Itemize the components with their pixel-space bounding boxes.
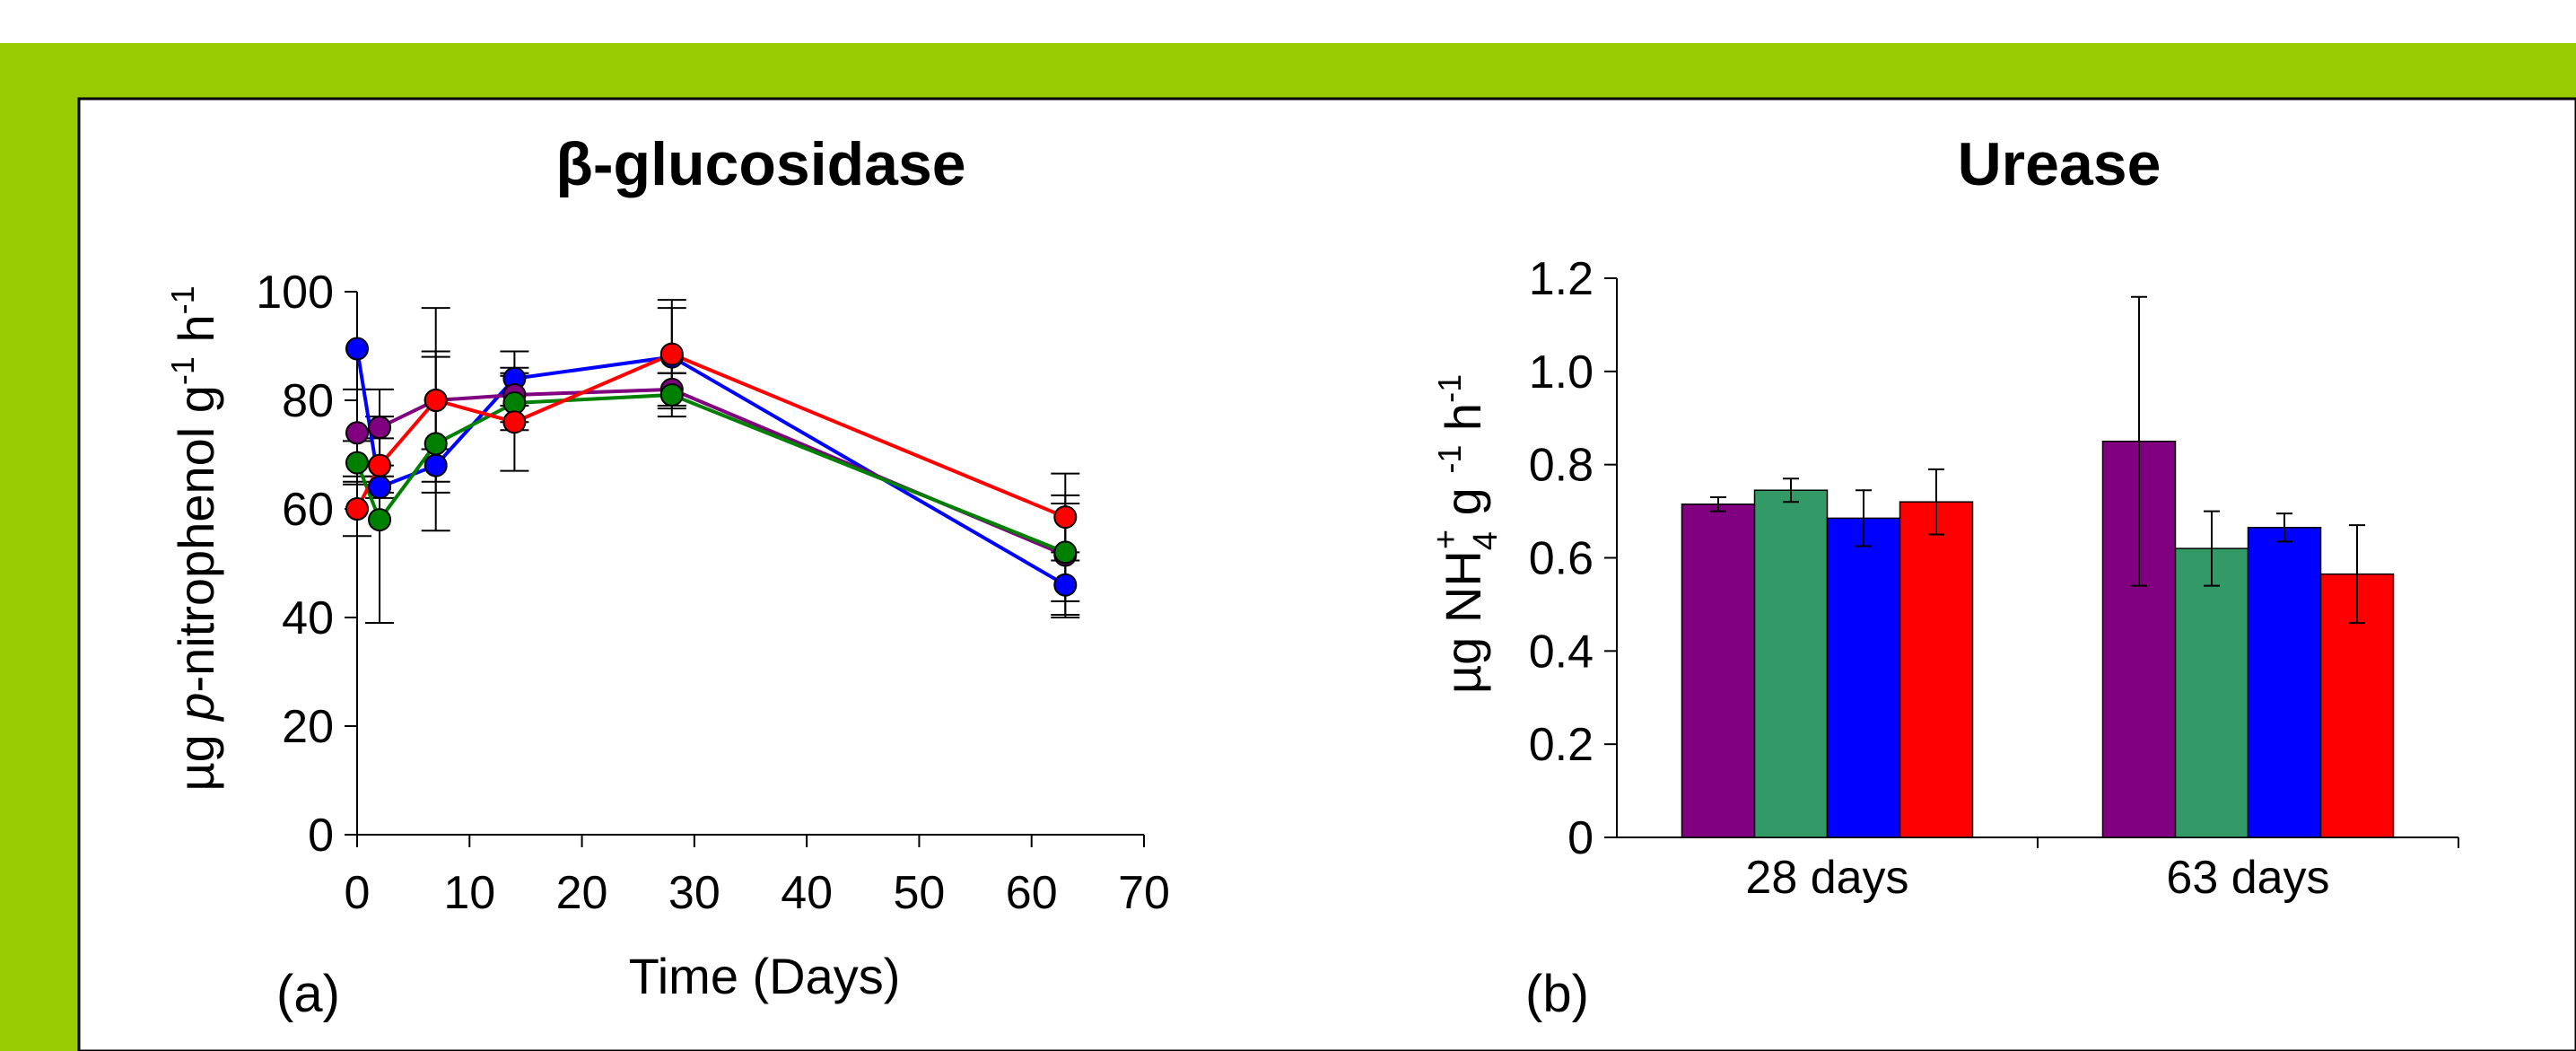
data-point bbox=[345, 497, 369, 521]
y-tick-label: 0 bbox=[1567, 812, 1594, 864]
y-label-sup-a: -1 bbox=[1431, 445, 1468, 474]
y-tick-label: 100 bbox=[256, 267, 334, 319]
chart-a-y-axis-label: µg p-nitrophenol g-1 h-1 bbox=[164, 285, 224, 791]
x-tick-label: 50 bbox=[894, 867, 946, 919]
x-tick-label: 40 bbox=[781, 867, 833, 919]
chart-a-title: β-glucosidase bbox=[555, 130, 965, 198]
y-tick-label: 0.6 bbox=[1529, 533, 1594, 585]
data-point bbox=[368, 475, 392, 499]
y-label-prefix: µg bbox=[168, 721, 224, 792]
data-point bbox=[345, 421, 369, 445]
y-tick-label: 40 bbox=[282, 592, 334, 644]
bar bbox=[2174, 547, 2249, 838]
x-category-label: 63 days bbox=[2166, 852, 2329, 904]
data-point bbox=[659, 342, 684, 366]
y-tick-label: 80 bbox=[282, 375, 334, 427]
x-tick-label: 30 bbox=[668, 867, 720, 919]
y-label-sup2: -1 bbox=[164, 285, 201, 314]
y-label-mid: h bbox=[168, 314, 224, 356]
data-point bbox=[1053, 573, 1078, 597]
bar bbox=[1753, 489, 1829, 838]
data-point bbox=[345, 337, 369, 361]
y-tick-label: 1.2 bbox=[1529, 253, 1594, 305]
data-point bbox=[1053, 540, 1078, 565]
y-tick-label: 0 bbox=[308, 810, 334, 862]
data-point bbox=[1053, 505, 1078, 530]
x-category-label: 28 days bbox=[1745, 852, 1908, 904]
chart-glucosidase: β-glucosidase µg p-nitrophenol g-1 h-1 T… bbox=[164, 130, 1170, 1023]
y-label-sup: + bbox=[1428, 530, 1465, 549]
chart-a-panel-label: (a) bbox=[276, 965, 340, 1023]
y-tick-label: 0.2 bbox=[1529, 719, 1594, 771]
data-point bbox=[424, 453, 448, 477]
chart-b-plot-area bbox=[1681, 295, 2395, 838]
data-point bbox=[368, 508, 392, 532]
chart-a-x-axis-label: Time (Days) bbox=[629, 948, 901, 1004]
data-point bbox=[424, 389, 448, 412]
y-label-sub: 4 bbox=[1467, 531, 1505, 550]
y-label-sup-b: -1 bbox=[1431, 374, 1468, 403]
chart-a-plot-area bbox=[343, 299, 1080, 625]
y-label-main: µg NH bbox=[1435, 550, 1491, 694]
data-point bbox=[368, 453, 392, 477]
chart-b-axes: 0 0.2 0.4 0.6 0.8 1.0 1.2 28 days 63 days bbox=[1529, 253, 2459, 904]
chart-b-title: Urease bbox=[1958, 130, 2161, 198]
x-tick-label: 70 bbox=[1118, 867, 1170, 919]
chart-b-panel-label: (b) bbox=[1525, 965, 1589, 1023]
y-label-italic: p bbox=[168, 693, 224, 723]
data-point bbox=[424, 432, 448, 456]
data-point bbox=[368, 416, 392, 440]
y-tick-label: 0.8 bbox=[1529, 440, 1594, 492]
chart-a-axes: 0 20 40 60 80 100 0 10 20 30 40 50 60 70 bbox=[256, 267, 1170, 919]
y-tick-label: 1.0 bbox=[1529, 346, 1594, 399]
data-point bbox=[345, 451, 369, 475]
chart-b-y-axis-label: µg NH4+ g -1 h-1 bbox=[1428, 374, 1505, 694]
y-tick-label: 60 bbox=[282, 484, 334, 536]
x-tick-label: 60 bbox=[1006, 867, 1058, 919]
chart-urease: Urease µg NH4+ g -1 h-1 (b) 0 0.2 0.4 0.6 0.… bbox=[1428, 130, 2459, 1023]
bar bbox=[1899, 501, 1974, 838]
bar bbox=[1826, 517, 1901, 838]
x-tick-label: 20 bbox=[556, 867, 608, 919]
x-tick-label: 10 bbox=[443, 867, 495, 919]
data-point bbox=[659, 382, 684, 407]
y-tick-label: 0.4 bbox=[1529, 626, 1594, 678]
bar bbox=[1681, 504, 1756, 838]
y-tick-label: 20 bbox=[282, 701, 334, 753]
data-point bbox=[502, 410, 527, 434]
x-tick-label: 0 bbox=[345, 867, 371, 919]
bar bbox=[2247, 527, 2322, 838]
y-label-h: h bbox=[1435, 403, 1491, 445]
y-label-rest: -nitrophenol g bbox=[168, 385, 224, 692]
y-label-sup1: -1 bbox=[164, 356, 201, 385]
y-label-g: g bbox=[1435, 474, 1491, 530]
